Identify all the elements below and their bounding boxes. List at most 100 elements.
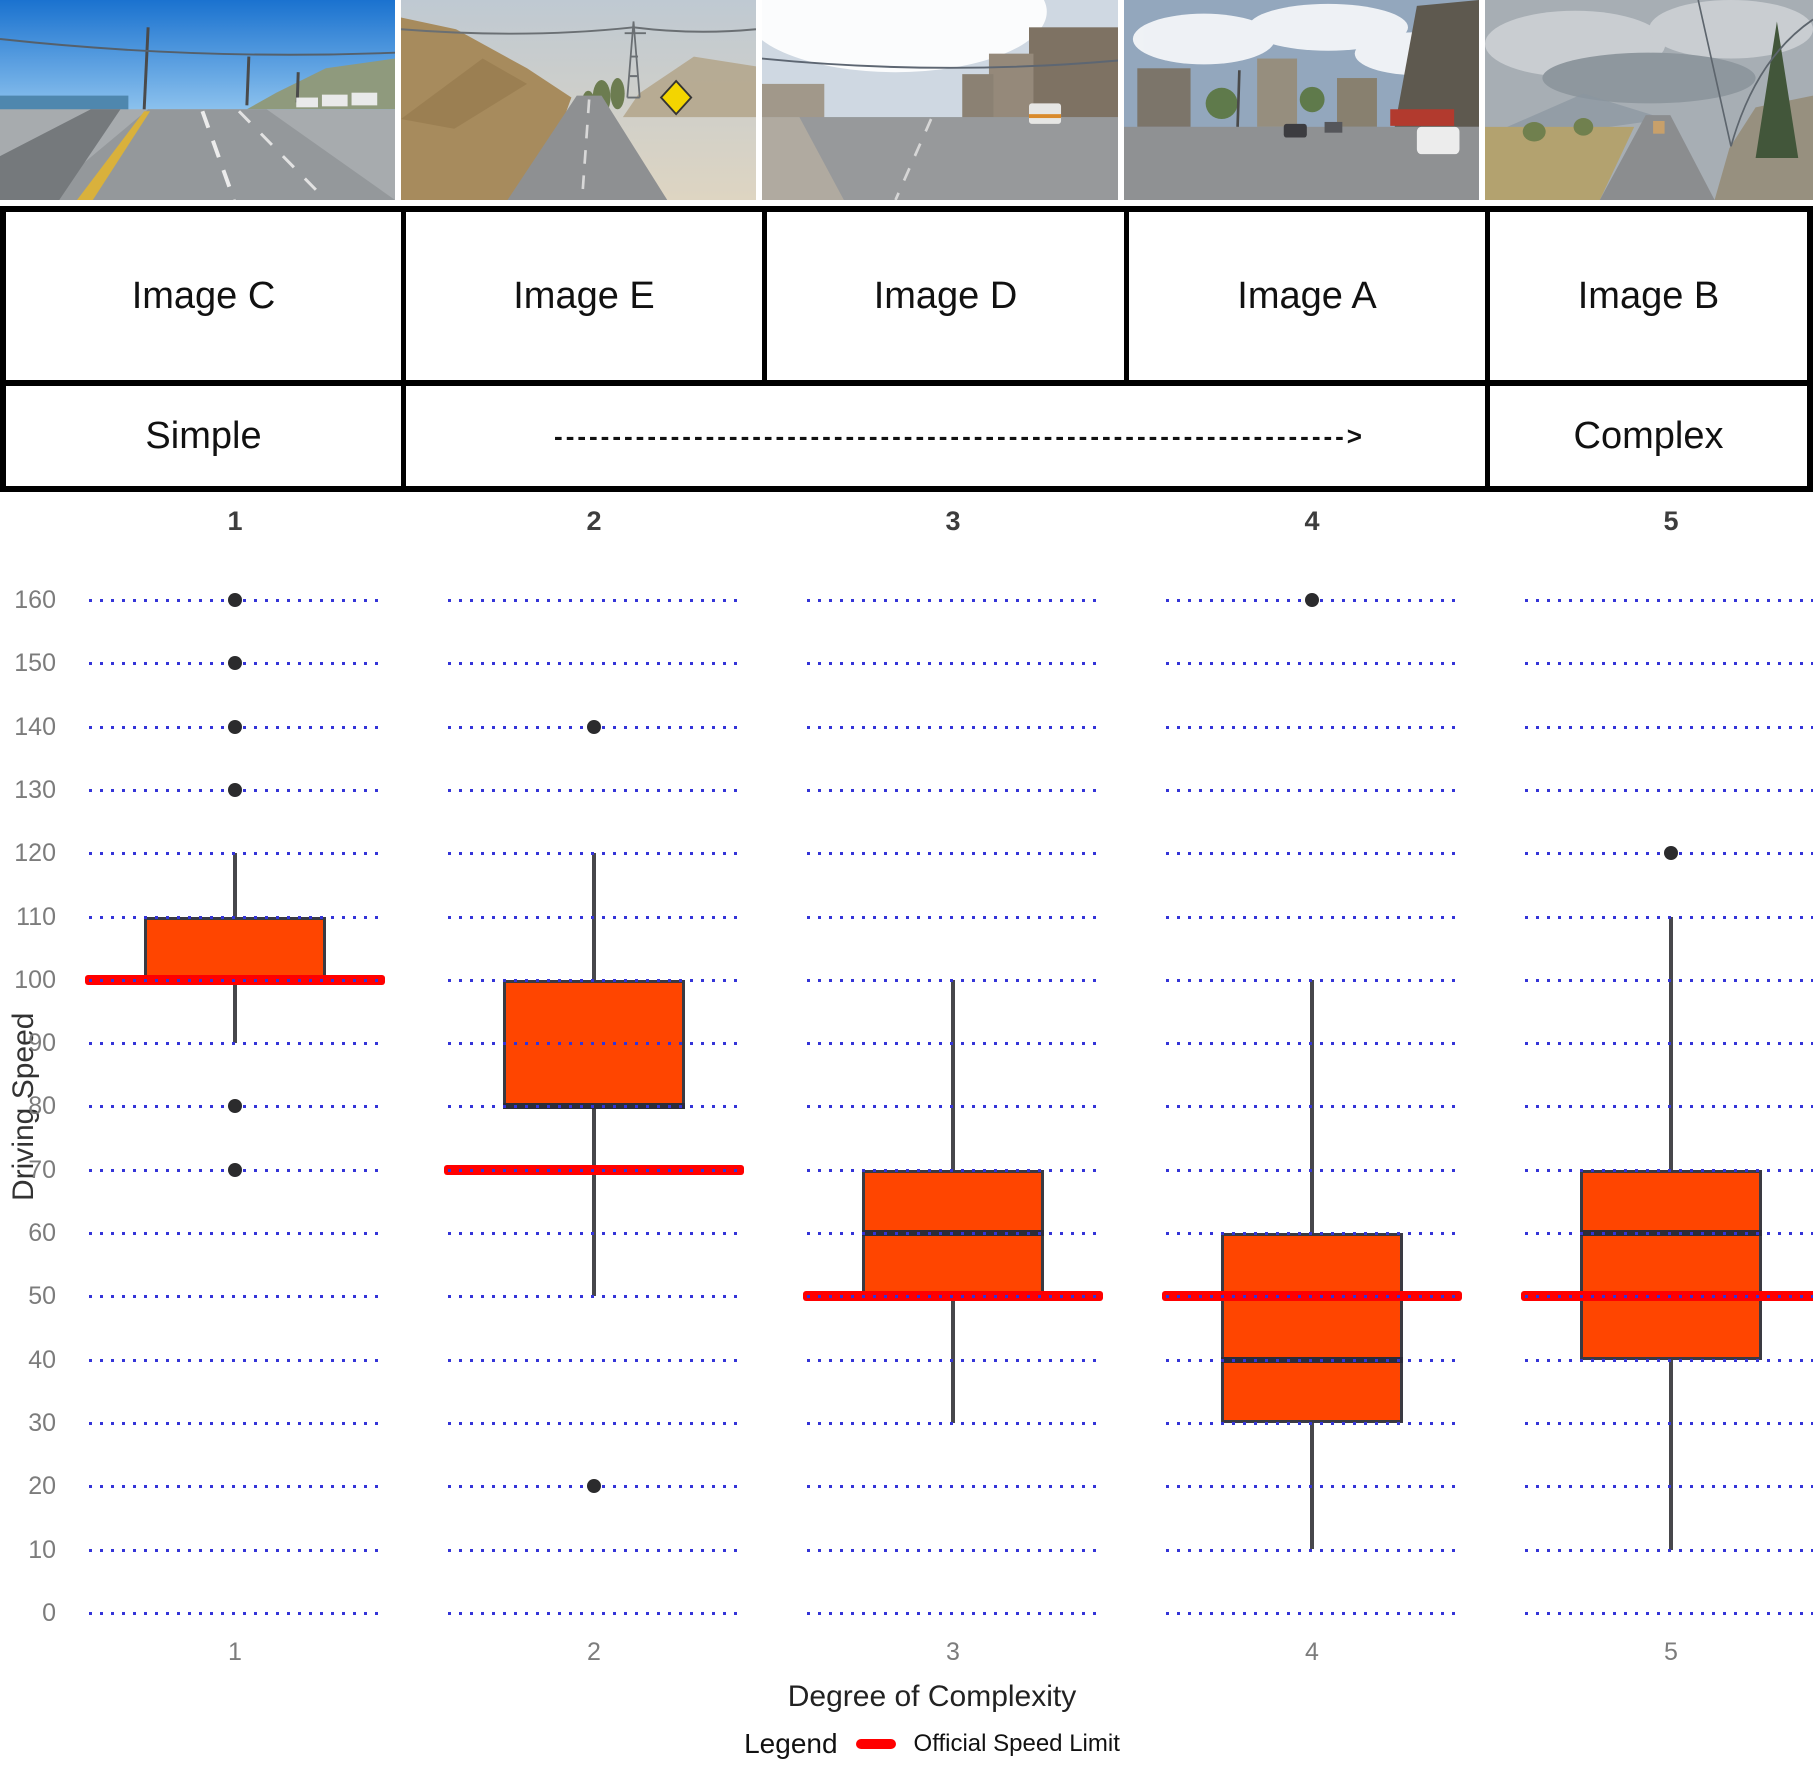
gridline <box>807 1042 1099 1046</box>
gridline <box>807 1611 1099 1615</box>
image-label-cell: Image D <box>762 212 1124 380</box>
gridline <box>807 1421 1099 1425</box>
gridline <box>448 1358 740 1362</box>
complexity-simple-cell: Simple <box>6 386 401 486</box>
gridline <box>1166 1548 1458 1552</box>
y-tick-label: 40 <box>28 1345 56 1374</box>
gridline <box>807 978 1099 982</box>
outlier-point <box>228 782 242 797</box>
complexity-complex-cell: Complex <box>1485 386 1807 486</box>
gridline <box>448 1042 740 1046</box>
image-label: Image E <box>513 274 655 317</box>
gridline <box>1525 978 1813 982</box>
gridline <box>807 1105 1099 1109</box>
gridline <box>448 978 740 982</box>
gridline <box>1166 662 1458 666</box>
facet-header: 2 <box>586 506 602 536</box>
photo-image-b <box>1485 0 1813 200</box>
photo-image-c <box>0 0 401 200</box>
y-tick-label: 140 <box>14 712 56 741</box>
box <box>1580 1169 1762 1360</box>
gridline <box>1525 788 1813 792</box>
gridline <box>807 1295 1099 1299</box>
image-label-cell: Image A <box>1124 212 1485 380</box>
complexity-arrow: ----------------------------------------… <box>554 420 1365 451</box>
y-tick-label: 30 <box>28 1408 56 1437</box>
gridline <box>448 915 740 919</box>
complexity-table: Simple ---------------------------------… <box>0 386 1813 492</box>
gridline <box>1166 788 1458 792</box>
image-label-table: Image C Image E Image D Image A Image B <box>0 206 1813 386</box>
gridline <box>1166 915 1458 919</box>
x-tick-label: 4 <box>1305 1638 1319 1666</box>
gridline <box>448 852 740 856</box>
urban-street-scene <box>762 0 1118 200</box>
gridline <box>448 1611 740 1615</box>
coastal-highway-scene <box>0 0 395 200</box>
box <box>144 916 326 980</box>
y-tick-label: 80 <box>28 1092 56 1121</box>
simple-label: Simple <box>145 414 262 457</box>
gridline <box>89 978 381 982</box>
chart-section: Driving Speed Degree of Complexity Legen… <box>0 492 1813 1786</box>
gridline <box>1166 1295 1458 1299</box>
outlier-point <box>228 593 242 607</box>
gridline <box>1525 1548 1813 1552</box>
gridline <box>89 1042 381 1046</box>
legend-item-label: Official Speed Limit <box>913 1730 1120 1757</box>
outlier-point <box>228 719 242 734</box>
image-label-cell: Image C <box>6 212 401 380</box>
gridline <box>1166 1358 1458 1362</box>
gridline <box>448 662 740 666</box>
facet-header: 4 <box>1304 506 1320 536</box>
y-tick-label: 90 <box>28 1029 56 1058</box>
gridline <box>1166 1421 1458 1425</box>
x-axis-title: Degree of Complexity <box>787 1680 1077 1713</box>
gridline <box>1525 1232 1813 1235</box>
facet-header: 3 <box>945 506 961 536</box>
gridline <box>1166 1232 1458 1235</box>
gridline <box>1166 852 1458 856</box>
gridline <box>1166 1485 1458 1489</box>
gridline <box>448 788 740 792</box>
speed-limit-swatch-icon <box>855 1739 896 1749</box>
gridline <box>1166 725 1458 729</box>
gridline <box>1525 1168 1813 1172</box>
y-tick-label: 0 <box>42 1598 56 1627</box>
gridline <box>807 852 1099 856</box>
gridline <box>807 1485 1099 1489</box>
y-tick-label: 20 <box>28 1472 56 1501</box>
image-label-cell: Image E <box>401 212 762 380</box>
image-label-cell: Image B <box>1485 212 1807 380</box>
gridline <box>807 1168 1099 1172</box>
photo-image-d <box>762 0 1124 200</box>
gridline <box>1525 1105 1813 1109</box>
image-label: Image A <box>1237 274 1377 317</box>
city-intersection-scene <box>1124 0 1479 200</box>
outlier-point <box>1305 593 1319 607</box>
y-tick-label: 60 <box>28 1219 56 1247</box>
outlier-point <box>587 719 601 734</box>
mountain-road-scene <box>401 0 756 200</box>
chart-legend: Legend Official Speed Limit <box>62 1728 1802 1760</box>
gridline <box>89 915 381 919</box>
gridline <box>89 1295 381 1299</box>
suburban-road-scene <box>1485 0 1813 200</box>
y-tick-label: 130 <box>14 775 56 804</box>
image-label: Image C <box>131 274 276 317</box>
outlier-point <box>228 1162 242 1177</box>
y-tick-label: 100 <box>14 965 56 994</box>
gridline <box>1525 1042 1813 1046</box>
gridline <box>89 1611 381 1615</box>
gridline <box>1166 978 1458 982</box>
outlier-point <box>228 1099 242 1114</box>
gridline <box>448 1232 740 1235</box>
gridline <box>807 662 1099 666</box>
gridline <box>89 852 381 856</box>
gridline <box>89 1548 381 1552</box>
gridline <box>1525 1358 1813 1362</box>
gridline <box>89 1485 381 1489</box>
gridline <box>448 1548 740 1552</box>
y-tick-label: 160 <box>14 586 56 614</box>
